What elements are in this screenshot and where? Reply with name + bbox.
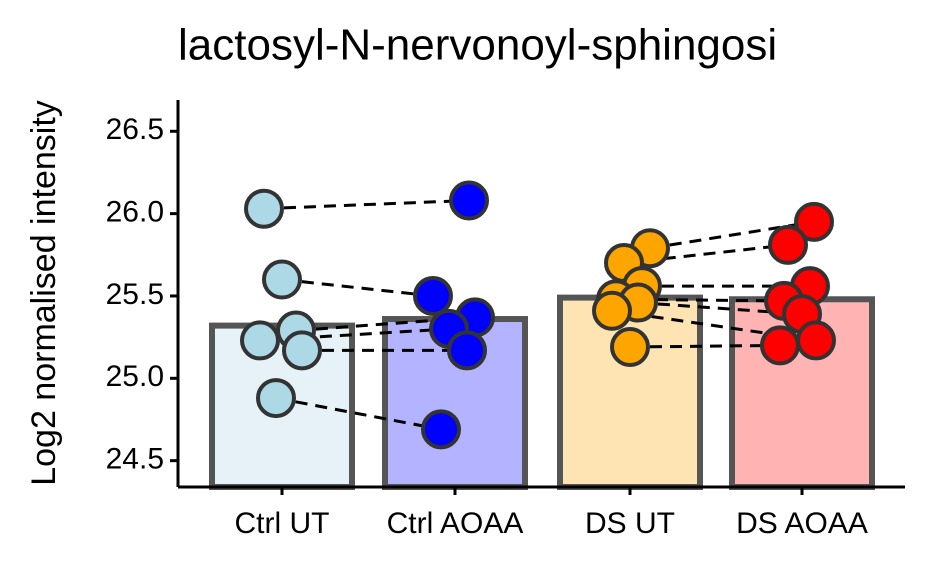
x-tick-label: Ctrl UT [235, 507, 330, 540]
data-point [421, 409, 461, 450]
data-point [449, 180, 489, 221]
chart-title: lactosyl-N-nervonoyl-sphingosi [178, 21, 777, 70]
data-point [256, 378, 296, 419]
y-tick-label: 24.5 [106, 443, 164, 476]
bar [557, 294, 703, 491]
pair-line [263, 198, 470, 211]
data-point [610, 327, 650, 368]
data-point [447, 330, 487, 371]
data-point [592, 290, 632, 331]
data-point [413, 275, 453, 316]
data-point [768, 224, 808, 265]
x-tick-label: DS AOAA [736, 507, 868, 540]
data-point [244, 188, 284, 229]
pair-line [637, 301, 803, 316]
data-point [240, 320, 280, 361]
data-point [796, 320, 836, 361]
y-tick-label: 26.0 [106, 196, 164, 229]
pair-line [629, 343, 781, 349]
pair-line [649, 220, 815, 250]
data-point [794, 201, 834, 242]
data-point [282, 330, 322, 371]
y-tick-label: 25.0 [106, 360, 164, 393]
y-tick-label: 25.5 [106, 278, 164, 311]
pair-line [281, 278, 434, 298]
data-point [262, 259, 302, 300]
x-tick-label: Ctrl AOAA [387, 507, 524, 540]
y-tick-label: 26.5 [106, 113, 164, 146]
pair-line [275, 396, 442, 431]
y-axis-label: Log2 normalised intensity [25, 100, 63, 486]
data-point [760, 325, 800, 366]
x-tick-label: DS UT [585, 507, 675, 540]
